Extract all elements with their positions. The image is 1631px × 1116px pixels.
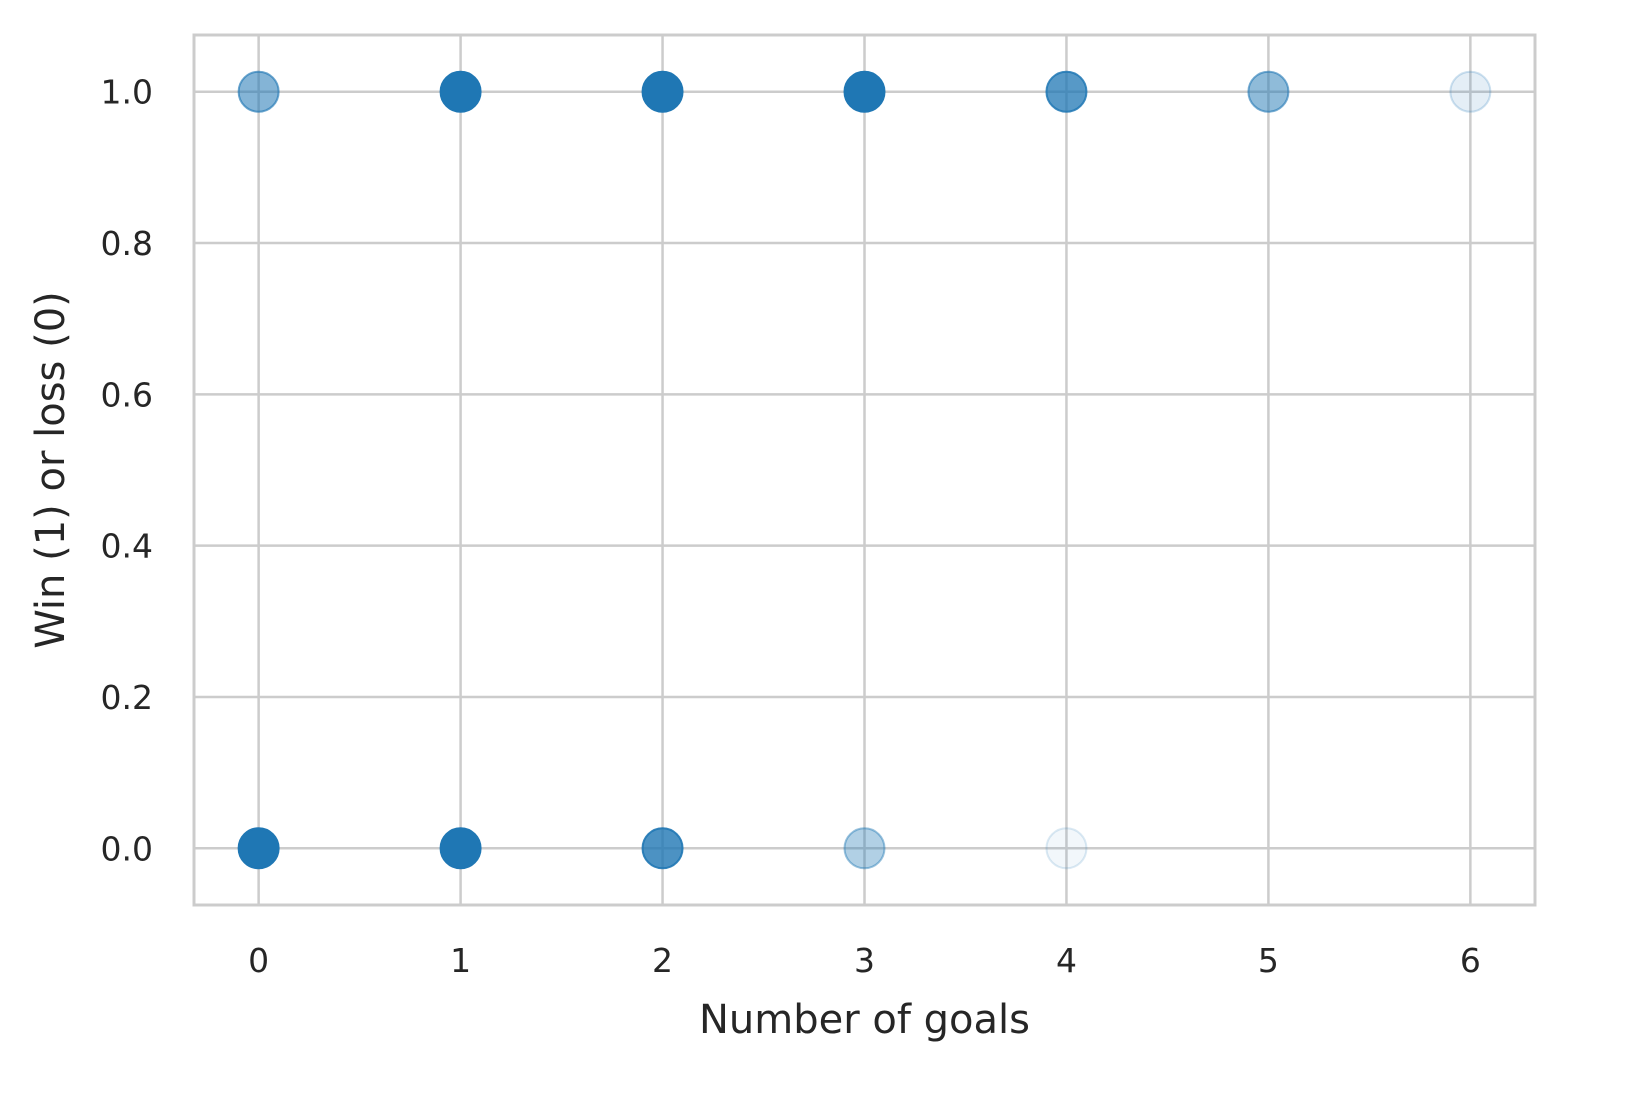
data-point xyxy=(439,70,482,113)
data-point xyxy=(237,827,280,870)
x-tick-label: 3 xyxy=(854,941,875,980)
data-point xyxy=(1247,70,1290,113)
y-tick-label: 0.8 xyxy=(101,224,153,263)
y-tick-label: 1.0 xyxy=(101,73,153,112)
x-tick-label: 5 xyxy=(1258,941,1279,980)
x-tick-label: 0 xyxy=(248,941,269,980)
x-tick-label: 2 xyxy=(652,941,673,980)
x-tick-label: 4 xyxy=(1056,941,1077,980)
x-tick-label: 1 xyxy=(450,941,471,980)
plot-frame xyxy=(192,33,1537,907)
y-axis-label: Win (1) or loss (0) xyxy=(28,291,74,649)
data-point xyxy=(843,70,886,113)
data-point xyxy=(843,827,886,870)
x-axis-label: Number of goals xyxy=(699,997,1030,1043)
x-tick-label: 6 xyxy=(1460,941,1481,980)
y-tick-labels: 0.0 0.2 0.4 0.6 0.8 1.0 xyxy=(101,73,153,869)
y-tick-label: 0.2 xyxy=(101,678,153,717)
grid xyxy=(194,35,1535,905)
data-point xyxy=(439,827,482,870)
data-point xyxy=(1045,70,1088,113)
x-tick-labels: 0 1 2 3 4 5 6 xyxy=(248,941,1481,980)
y-tick-label: 0.6 xyxy=(101,375,153,414)
data-point xyxy=(1045,827,1088,870)
data-point xyxy=(641,827,684,870)
data-points xyxy=(237,70,1492,870)
data-point xyxy=(641,70,684,113)
data-point xyxy=(1449,70,1492,113)
y-tick-label: 0.4 xyxy=(101,527,153,566)
y-tick-label: 0.0 xyxy=(101,829,153,868)
data-point xyxy=(237,70,280,113)
